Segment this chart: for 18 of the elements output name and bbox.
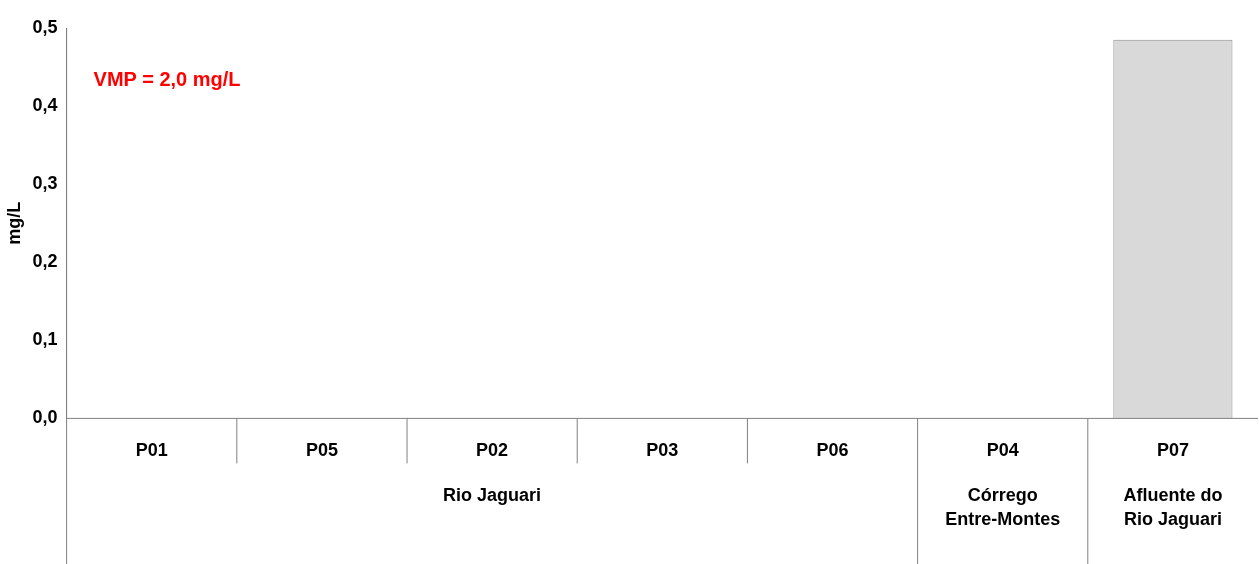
y-tick-label: 0,5 <box>32 16 58 37</box>
text: Rio Jaguari <box>443 485 542 506</box>
annotation: VMP = 2,0 mg/L <box>93 67 241 90</box>
x-tick-label: P02 <box>476 440 509 461</box>
x-tick-label: P05 <box>305 440 338 461</box>
text: Córrego Entre-Montes <box>945 485 1061 530</box>
y-tick-label: 0,4 <box>32 95 58 116</box>
x-tick-label: P03 <box>646 440 679 461</box>
y-axis-title: mg/L <box>3 201 24 245</box>
x-tick-label: P06 <box>816 440 849 461</box>
text: Afluente do Rio Jaguari <box>1123 485 1223 530</box>
y-tick-label: 0,0 <box>32 407 58 428</box>
x-tick-label: P07 <box>1156 440 1189 461</box>
y-tick-label: 0,1 <box>32 329 58 350</box>
x-tick-label: P01 <box>135 440 168 461</box>
y-tick-label: 0,2 <box>32 251 58 272</box>
y-tick-label: 0,3 <box>32 173 58 194</box>
x-tick-label: P04 <box>986 440 1019 461</box>
